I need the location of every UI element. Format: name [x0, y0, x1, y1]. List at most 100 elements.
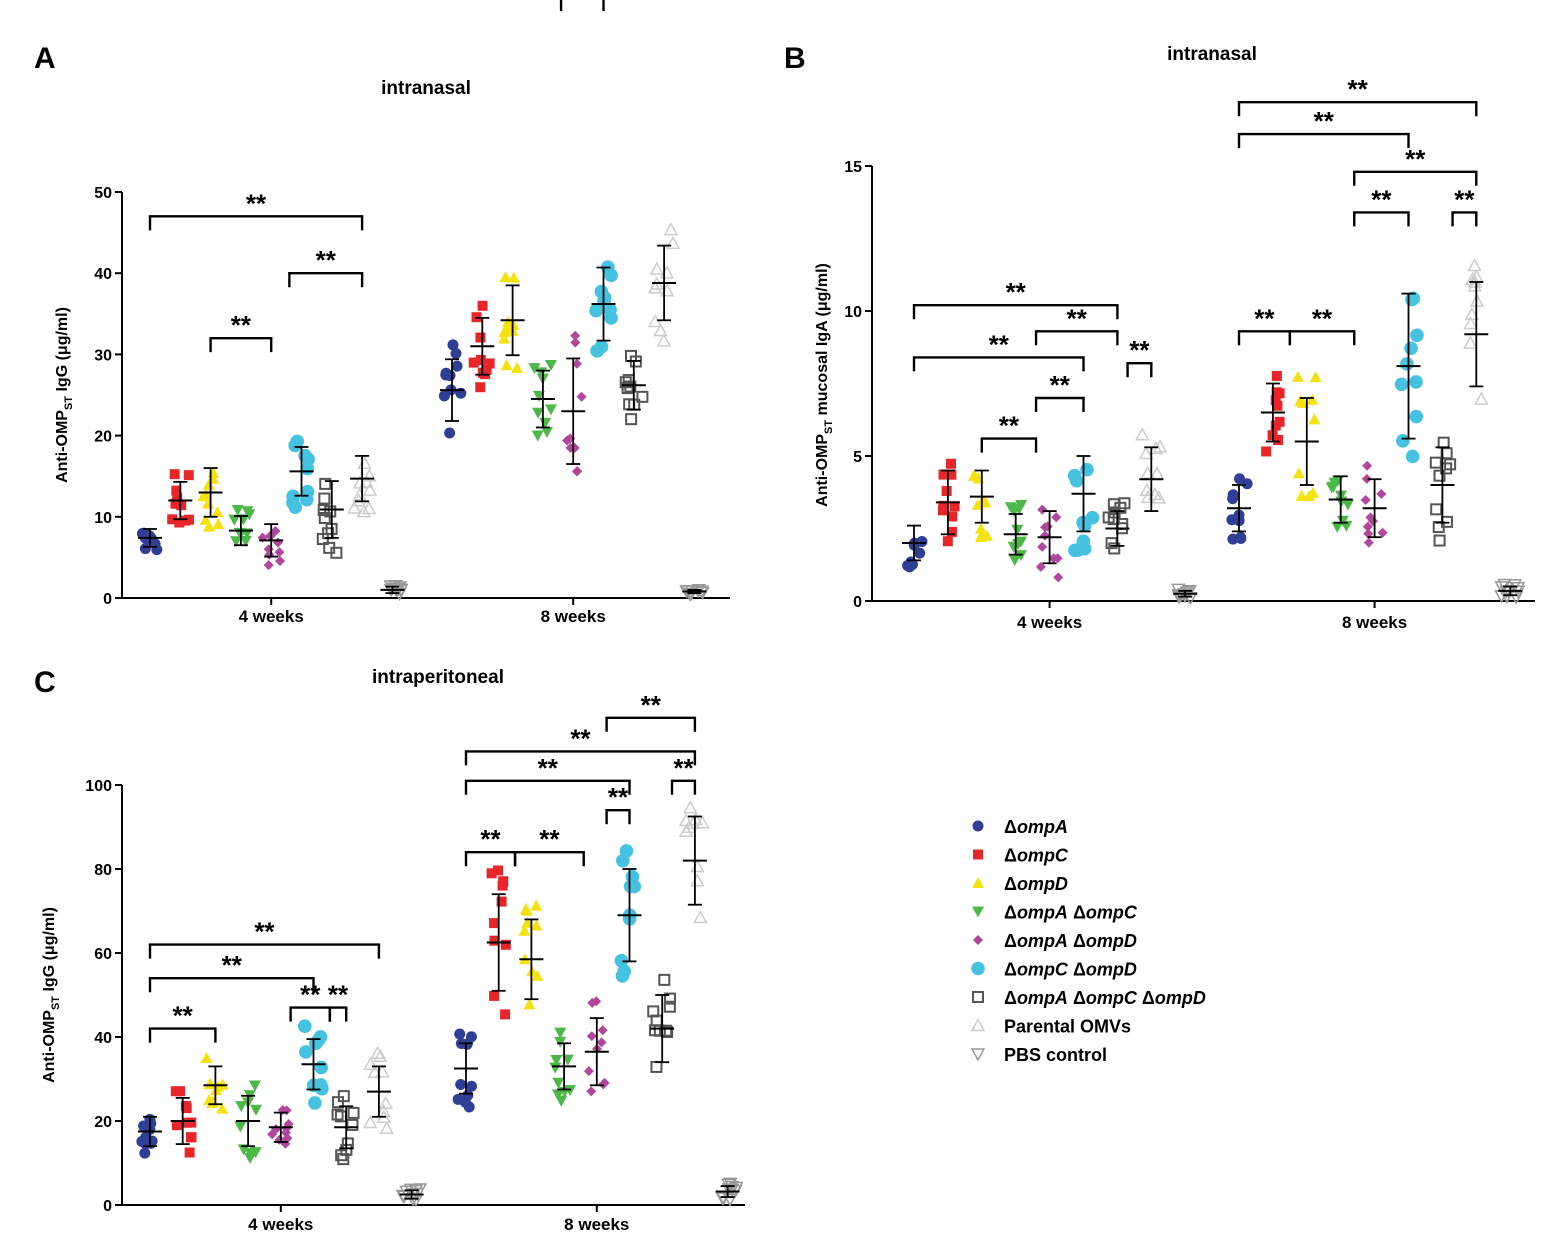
panel-a-data-point	[625, 413, 638, 426]
panel-b-data-point	[1510, 581, 1526, 596]
panel-c-data-point	[463, 1101, 475, 1113]
panel-b-data-point	[1437, 436, 1450, 449]
panel-a-data-point	[169, 469, 180, 480]
panel-a-data-point	[500, 359, 513, 371]
panel-a: A intranasal Anti-OMPST IgG (μg/ml) 0 10 2…	[34, 0, 730, 626]
panel-c-data-point	[650, 1060, 663, 1073]
panel-a-significance-bracket: **	[288, 245, 364, 288]
panel-b-data-point	[1465, 271, 1480, 285]
panel-a-series-3-group-1	[528, 359, 557, 442]
panel-b-data-point	[1507, 579, 1523, 593]
panel-c-data-point	[489, 935, 500, 946]
panel-b-data-point	[1433, 534, 1446, 547]
panel-b-data-point	[1295, 489, 1308, 501]
panel-b-data-point	[1430, 503, 1443, 516]
panel-c-data-point	[520, 904, 533, 916]
panel-a-y-tick-label: 30	[94, 347, 112, 364]
panel-b-data-point	[1433, 469, 1446, 482]
panel-c-significance-label: **	[173, 1001, 194, 1031]
panel-b-series-7-group-0	[1135, 427, 1168, 513]
panel-c-data-point	[363, 1056, 378, 1071]
panel-b-y-tick-label: 10	[844, 304, 862, 321]
panel-c-series-6-group-0	[331, 1090, 360, 1166]
panel-b-data-point	[1405, 449, 1420, 464]
panel-c-data-point	[244, 1152, 257, 1164]
panel-a-data-point	[659, 283, 675, 297]
panel-b-data-point	[1037, 504, 1048, 515]
panel-a-series-2-group-0	[197, 466, 225, 532]
panel-a-data-point	[183, 470, 194, 481]
panel-b-data-point	[1227, 493, 1239, 505]
panel-b-significance-label: **	[1348, 74, 1369, 104]
panel-b-data-point	[1396, 433, 1410, 448]
panel-c-data-point	[174, 1086, 185, 1097]
panel-c-series-5-group-0	[297, 1019, 329, 1110]
panel-c-significance-label: **	[539, 824, 560, 854]
panel-a-data-point	[174, 517, 185, 528]
panel-a-series-8-group-0	[380, 580, 409, 602]
panel-a-data-point	[361, 500, 377, 515]
panel-b-series-2-group-1	[1291, 370, 1322, 502]
panel-c-data-point	[267, 1129, 278, 1140]
panel-a-data-point	[172, 492, 183, 503]
panel-a-series-1-group-0	[167, 469, 195, 528]
panel-c-data-point	[518, 924, 531, 936]
panel-b-data-point	[1271, 370, 1282, 381]
panel-b-y-tick-label: 15	[844, 159, 862, 176]
panel-c-title: intraperitoneal	[372, 667, 504, 688]
panel-b-data-point	[1234, 473, 1246, 485]
panel-a-data-point	[636, 390, 649, 403]
panel-c-significance-bracket: **	[328, 980, 349, 1022]
panel-b-data-point	[1139, 482, 1155, 497]
panel-c-data-point	[200, 1052, 213, 1064]
panel-a-title: intranasal	[381, 78, 471, 99]
panel-c-data-point	[550, 1055, 563, 1067]
panel-c-significance-label: **	[570, 723, 591, 753]
panel-a-y-tick-label: 0	[103, 591, 112, 608]
panel-b-data-point	[1039, 530, 1050, 541]
panel-c-significance-label: **	[480, 824, 501, 854]
panel-c-data-point	[331, 1108, 344, 1121]
panel-b-data-point	[1307, 486, 1320, 498]
panel-a-y-tick-label: 20	[94, 429, 112, 446]
panel-c-data-point	[367, 1064, 382, 1079]
panel-c-data-point	[337, 1153, 350, 1166]
panel-b-data-point	[914, 547, 926, 559]
panel-b-data-point	[1271, 387, 1282, 398]
panel-c-data-point	[549, 1062, 562, 1074]
panel-b-data-point	[1341, 499, 1354, 511]
panel-a-data-point	[481, 364, 492, 375]
panel-b-significance-label: **	[1129, 335, 1150, 365]
panel-a-data-point	[330, 546, 343, 559]
panel-a-data-point	[569, 442, 580, 453]
panel-a-data-point	[447, 339, 459, 351]
panel-c-data-point	[693, 909, 708, 924]
panel-b-significance-label: **	[1254, 303, 1275, 333]
panel-a-data-point	[484, 358, 495, 369]
panel-c-significance-label: **	[538, 753, 559, 783]
panel-c-data-point	[378, 1095, 394, 1110]
panel-b-significance-bracket: **	[1034, 303, 1119, 346]
panel-c-data-point	[496, 896, 507, 907]
panel-c-data-point	[660, 1024, 673, 1037]
legend-label: PBS control	[1004, 1045, 1107, 1065]
panel-c-significance-bracket: **	[464, 723, 697, 766]
panel-c-data-point	[530, 899, 543, 911]
legend-item: ΔompC	[973, 846, 1069, 866]
panel-b-y-axis-label: Anti-OMPST mucosal IgA (μg/ml)	[814, 263, 835, 507]
panel-c-series-3-group-1	[549, 1027, 577, 1107]
panel-b-significance-bracket: **	[1237, 74, 1478, 117]
legend-marker	[973, 849, 983, 860]
panel-b-data-point	[1008, 506, 1021, 518]
panel-b-data-point	[1274, 416, 1285, 427]
panel-b-series-6-group-0	[1102, 497, 1131, 555]
panel-c-data-point	[181, 1103, 192, 1114]
panel-b-data-point	[1394, 377, 1409, 392]
panel-c-data-point	[586, 1086, 597, 1097]
panel-c-data-point	[493, 865, 504, 876]
panel-b-data-point	[980, 529, 993, 541]
panel-b-data-point	[945, 458, 956, 469]
